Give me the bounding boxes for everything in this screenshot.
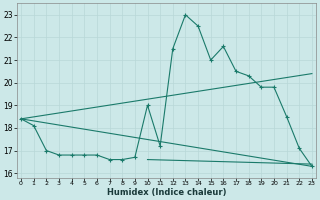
X-axis label: Humidex (Indice chaleur): Humidex (Indice chaleur): [107, 188, 226, 197]
